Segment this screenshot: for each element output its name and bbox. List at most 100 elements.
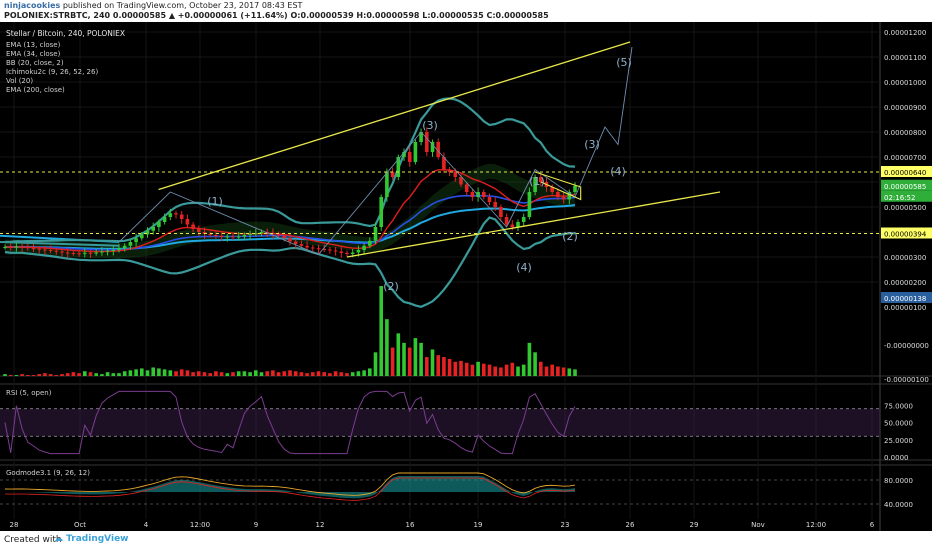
volume-bar <box>493 366 497 376</box>
x-tick-label: 16 <box>406 521 415 529</box>
lower-channel-line <box>346 191 721 258</box>
volume-bar <box>333 371 338 376</box>
candle-body <box>174 213 178 215</box>
volume-bar <box>8 375 13 376</box>
volume-bar <box>122 371 127 376</box>
candle-body <box>122 245 127 249</box>
candle-body <box>521 217 526 222</box>
candle-body <box>128 242 133 246</box>
author-link[interactable]: ninjacookies <box>4 1 61 10</box>
volume-bar <box>556 366 560 376</box>
candle-body <box>516 222 520 227</box>
godmode-area <box>5 476 575 499</box>
volume-bar <box>453 361 458 376</box>
volume-bar <box>311 372 315 376</box>
volume-bar <box>322 372 326 376</box>
bollinger-history-line <box>0 241 120 247</box>
volume-bar <box>288 370 292 376</box>
candle-body <box>134 238 138 242</box>
volume-bar <box>328 373 332 376</box>
volume-bar <box>362 370 366 376</box>
volume-bar <box>561 367 566 376</box>
y-tick-label: 0.00000700 <box>884 154 926 162</box>
candle-body <box>117 248 121 250</box>
volume-bar <box>425 357 429 376</box>
y-tick-label: 0.00000500 <box>884 204 926 212</box>
volume-bar <box>407 347 412 376</box>
candle-body <box>373 227 378 241</box>
x-tick-label: Oct <box>74 521 86 529</box>
volume-bar <box>117 373 121 376</box>
candle-body <box>368 240 372 246</box>
godmode-signal-line <box>4 472 576 496</box>
chart-canvas[interactable]: 0.00001200 0.00001100 0.00001000 0.00000900… <box>0 22 932 531</box>
y-tick-label: 0.00001200 <box>884 29 926 37</box>
elliott-wave-path <box>118 46 633 256</box>
volume-bar <box>65 373 70 376</box>
candle-body <box>442 157 446 170</box>
candle-body <box>447 169 452 172</box>
candle-body <box>20 246 24 248</box>
rsi-y-tick: 25.0000 <box>884 437 913 445</box>
volume-bar <box>510 362 515 376</box>
candle-body <box>179 214 184 219</box>
candle-body <box>556 192 560 197</box>
wave-label: (5) <box>616 56 632 69</box>
rsi-legend: RSI (5, open) <box>6 389 52 397</box>
candle-body <box>573 185 577 192</box>
volume-bar <box>339 372 344 376</box>
wave-label: (2) <box>383 280 399 293</box>
volume-bar <box>265 371 269 376</box>
volume-bar <box>316 371 321 376</box>
candle-body <box>197 229 201 232</box>
volume-bar <box>197 371 201 376</box>
tradingview-brand: TradingView <box>66 534 129 544</box>
candle-body <box>345 253 349 254</box>
legend-symbol: Stellar / Bitcoin, 240, POLONIEX <box>6 29 125 38</box>
volume-bar <box>533 352 537 376</box>
volume-bar <box>94 373 98 376</box>
candle-body <box>14 246 19 248</box>
volume-bar <box>527 342 532 376</box>
x-tick-label: 19 <box>474 521 483 529</box>
volume-bar <box>83 371 87 376</box>
candle-body <box>459 177 463 185</box>
candle-body <box>436 142 440 157</box>
candle-body <box>282 235 287 239</box>
candle-body <box>151 227 155 231</box>
volume-bar <box>459 360 463 376</box>
wave-label: (4) <box>516 261 532 274</box>
y-tick-label: 0.00000800 <box>884 129 926 137</box>
quote-line: POLONIEX:STRBTC, 240 0.00000585 ▲ +0.000… <box>4 11 549 20</box>
candle-body <box>231 236 235 238</box>
candle-body <box>185 219 190 225</box>
volume-bar <box>254 370 258 376</box>
candle-body <box>248 234 252 235</box>
volume-bar <box>145 370 150 376</box>
volume-bar <box>3 374 7 376</box>
volume-bar <box>305 373 309 376</box>
candle-body <box>510 224 515 227</box>
candle-body <box>407 152 412 162</box>
y-tick-label: 0.00001100 <box>884 54 926 62</box>
volume-bar <box>71 372 76 376</box>
candle-body <box>430 142 435 152</box>
volume-bar <box>476 361 480 376</box>
volume-bar <box>521 364 526 376</box>
volume-bar <box>111 373 116 376</box>
wave-label: (4) <box>610 165 626 178</box>
volume-bar <box>402 342 406 376</box>
candle-body <box>71 253 76 254</box>
candle-body <box>219 235 224 237</box>
volume-bar <box>487 364 492 376</box>
legend-study: EMA (200, close) <box>6 86 65 94</box>
chart-background <box>0 22 932 531</box>
x-tick-label: 23 <box>561 521 570 529</box>
candle-body <box>350 252 355 254</box>
volume-bar <box>185 370 190 376</box>
publish-header: ninjacookies published on TradingView.co… <box>0 0 932 22</box>
volume-bar <box>100 374 104 376</box>
volume-bar <box>482 363 486 376</box>
tradingview-logo[interactable]: ☁ TradingView <box>54 534 129 544</box>
candle-body <box>339 251 344 253</box>
